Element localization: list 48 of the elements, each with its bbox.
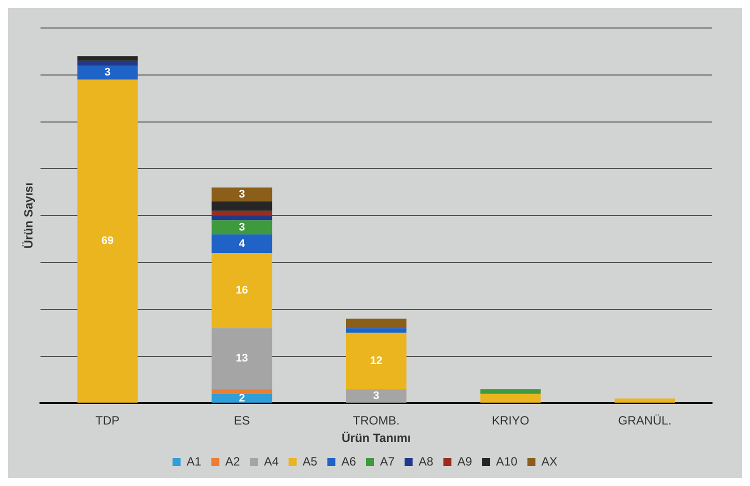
bar [212, 234, 272, 254]
bar [212, 389, 272, 394]
bar [77, 60, 138, 66]
data-label: 12 [370, 355, 382, 368]
legend-label: A9 [457, 454, 472, 468]
bar [480, 389, 541, 394]
x-axis-title: Ürün Tanımı [342, 431, 411, 446]
data-label: 16 [236, 284, 248, 297]
legend-label: A7 [380, 454, 395, 468]
data-label: 3 [104, 66, 111, 79]
legend-label: AX [541, 454, 558, 468]
legend-label: A1 [186, 454, 202, 468]
bar [212, 210, 272, 216]
bar [480, 394, 541, 403]
legend-label: A2 [225, 454, 240, 468]
data-label: 3 [373, 390, 380, 402]
data-label: 3 [238, 221, 245, 234]
x-tick-label: KRIYO [492, 414, 530, 428]
bar [77, 66, 138, 80]
bar [346, 318, 406, 328]
data-label: 4 [238, 238, 246, 250]
x-tick-label: GRANÜL. [618, 414, 672, 428]
bar [212, 253, 272, 328]
legend-label: A4 [264, 454, 279, 468]
bar [614, 398, 676, 403]
data-label: 69 [101, 235, 114, 248]
bar [212, 394, 272, 403]
bar [346, 389, 406, 403]
bar [212, 220, 272, 234]
bar [346, 332, 406, 390]
y-axis-title: Ürün Sayısı [22, 182, 36, 249]
legend-label: A8 [418, 454, 434, 468]
bar [77, 80, 138, 403]
bar [212, 328, 272, 390]
bar [77, 56, 138, 61]
bar [212, 187, 272, 202]
bar [212, 216, 272, 220]
x-tick-label: ES [234, 414, 250, 428]
x-tick-label: TDP [96, 414, 120, 428]
data-label: 2 [238, 392, 245, 404]
bar [212, 202, 272, 211]
x-tick-label: TROMB. [352, 414, 400, 428]
legend-label: A6 [341, 454, 356, 468]
legend-label: A5 [302, 454, 318, 468]
data-label: 3 [238, 188, 245, 201]
legend-label: A10 [496, 454, 518, 468]
data-label: 13 [236, 352, 248, 365]
bar [346, 328, 406, 333]
